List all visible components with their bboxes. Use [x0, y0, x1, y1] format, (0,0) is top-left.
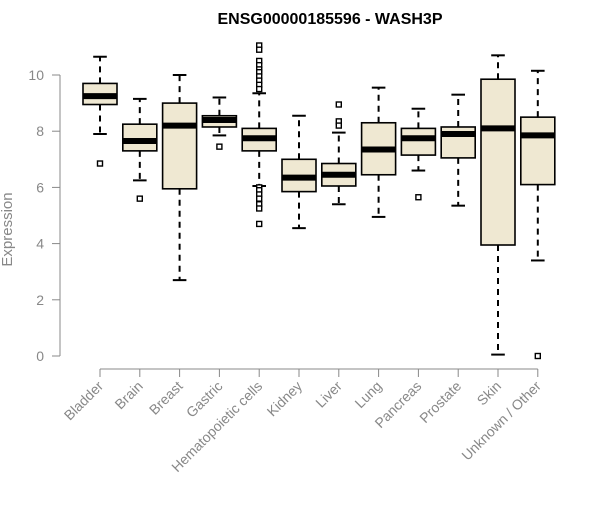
box-body	[519, 116, 556, 186]
y-axis: 0 2 4 6 8 10	[28, 67, 61, 364]
x-tick-label: Kidney	[264, 378, 306, 420]
x-tick-label: Bladder	[61, 378, 107, 424]
box-8	[360, 86, 397, 218]
box-1	[82, 55, 118, 167]
x-tick-label: Prostate	[416, 378, 464, 426]
box-6	[281, 114, 317, 230]
x-tick-label: Skin	[474, 378, 505, 409]
box-12	[519, 69, 556, 360]
outlier-point	[256, 46, 263, 53]
boxes-group	[82, 42, 556, 360]
y-tick-label: 2	[36, 292, 44, 308]
outlier-point	[216, 143, 223, 150]
x-tick-label: Lung	[351, 378, 384, 411]
outlier-point	[256, 85, 263, 93]
box-10	[440, 93, 477, 207]
x-tick-label: Liver	[312, 378, 345, 411]
box-5	[241, 42, 277, 228]
y-axis-label: Expression	[0, 192, 16, 266]
outlier-point	[534, 352, 541, 360]
box-7	[320, 101, 357, 206]
outlier-point	[136, 195, 144, 202]
box-body	[400, 127, 437, 156]
box-body	[480, 78, 516, 246]
y-tick-label: 6	[36, 179, 44, 195]
box-body	[122, 123, 158, 152]
y-tick-label: 4	[36, 236, 44, 252]
x-tick-label: Brain	[111, 378, 145, 412]
outlier-point	[415, 194, 422, 201]
outlier-point	[335, 101, 342, 108]
outlier-point	[256, 195, 263, 202]
outlier-point	[335, 122, 342, 129]
box-2	[122, 97, 158, 202]
box-body	[161, 102, 198, 190]
outlier-point	[256, 220, 263, 228]
y-tick-label: 0	[36, 348, 44, 364]
y-tick-label: 8	[36, 123, 44, 139]
box-3	[161, 74, 198, 282]
outlier-point	[96, 160, 104, 167]
box-11	[480, 54, 516, 356]
x-tick-label: Breast	[146, 378, 186, 418]
outlier-point	[256, 205, 263, 212]
box-4	[201, 96, 238, 150]
y-tick-label: 10	[28, 67, 44, 83]
chart-title: ENSG00000185596 - WASH3P	[217, 11, 442, 28]
box-9	[400, 107, 437, 201]
